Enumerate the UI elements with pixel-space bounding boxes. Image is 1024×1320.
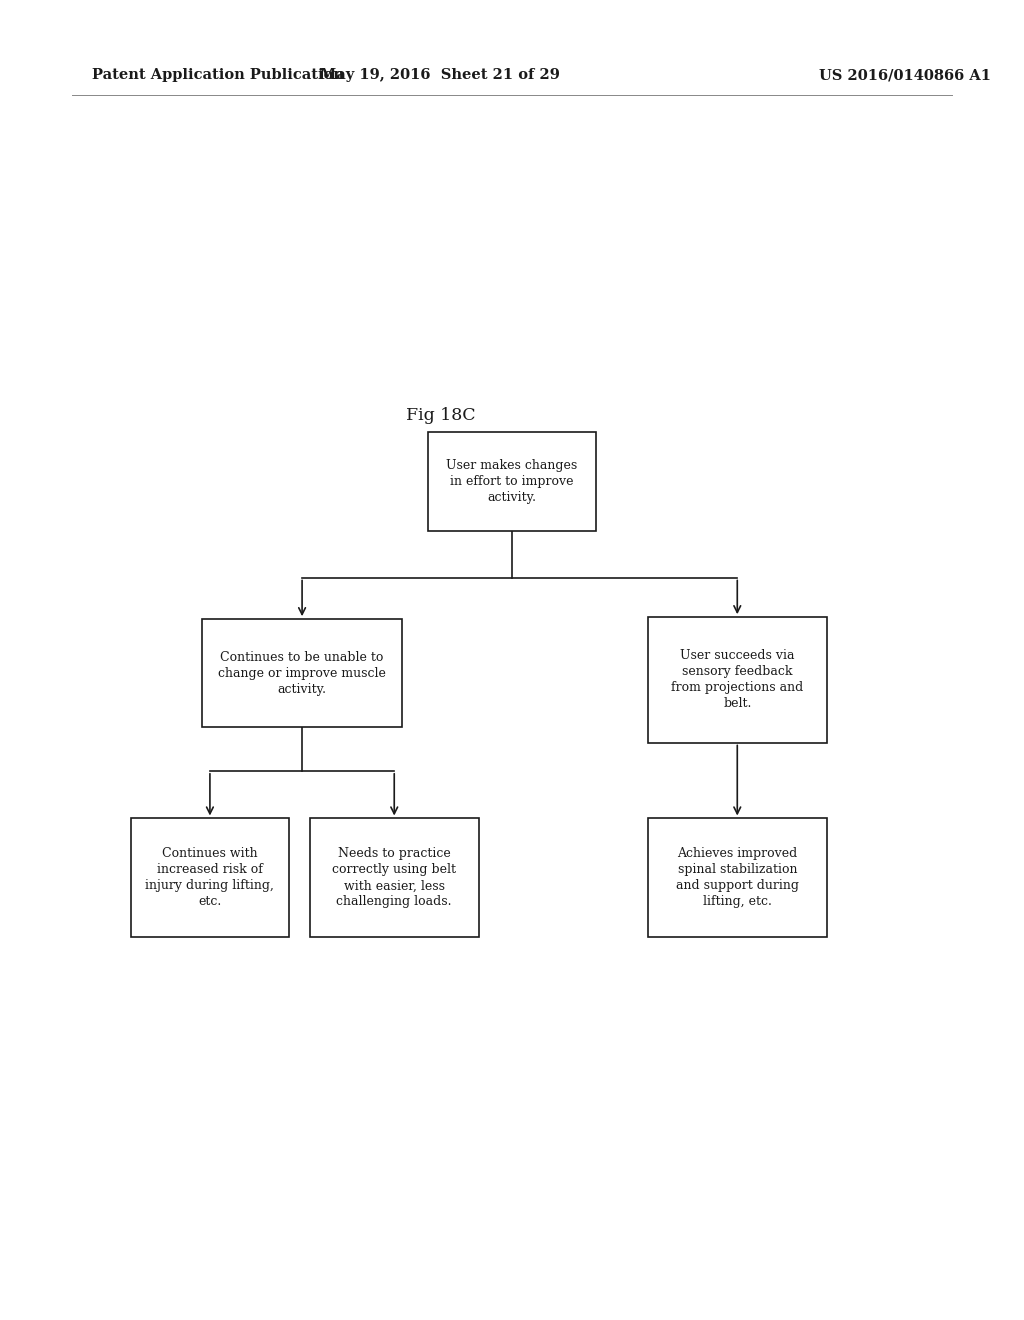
Text: Continues to be unable to
change or improve muscle
activity.: Continues to be unable to change or impr…	[218, 651, 386, 696]
Text: Needs to practice
correctly using belt
with easier, less
challenging loads.: Needs to practice correctly using belt w…	[332, 847, 457, 908]
FancyBboxPatch shape	[131, 818, 289, 937]
FancyBboxPatch shape	[428, 433, 596, 531]
Text: Fig 18C: Fig 18C	[406, 408, 475, 424]
Text: User makes changes
in effort to improve
activity.: User makes changes in effort to improve …	[446, 459, 578, 504]
Text: Continues with
increased risk of
injury during lifting,
etc.: Continues with increased risk of injury …	[145, 847, 274, 908]
Text: Achieves improved
spinal stabilization
and support during
lifting, etc.: Achieves improved spinal stabilization a…	[676, 847, 799, 908]
FancyBboxPatch shape	[309, 818, 479, 937]
Text: User succeeds via
sensory feedback
from projections and
belt.: User succeeds via sensory feedback from …	[671, 649, 804, 710]
Text: Patent Application Publication: Patent Application Publication	[92, 69, 344, 82]
FancyBboxPatch shape	[647, 618, 826, 742]
Text: May 19, 2016  Sheet 21 of 29: May 19, 2016 Sheet 21 of 29	[321, 69, 560, 82]
FancyBboxPatch shape	[202, 619, 401, 727]
FancyBboxPatch shape	[647, 818, 826, 937]
Text: US 2016/0140866 A1: US 2016/0140866 A1	[819, 69, 991, 82]
